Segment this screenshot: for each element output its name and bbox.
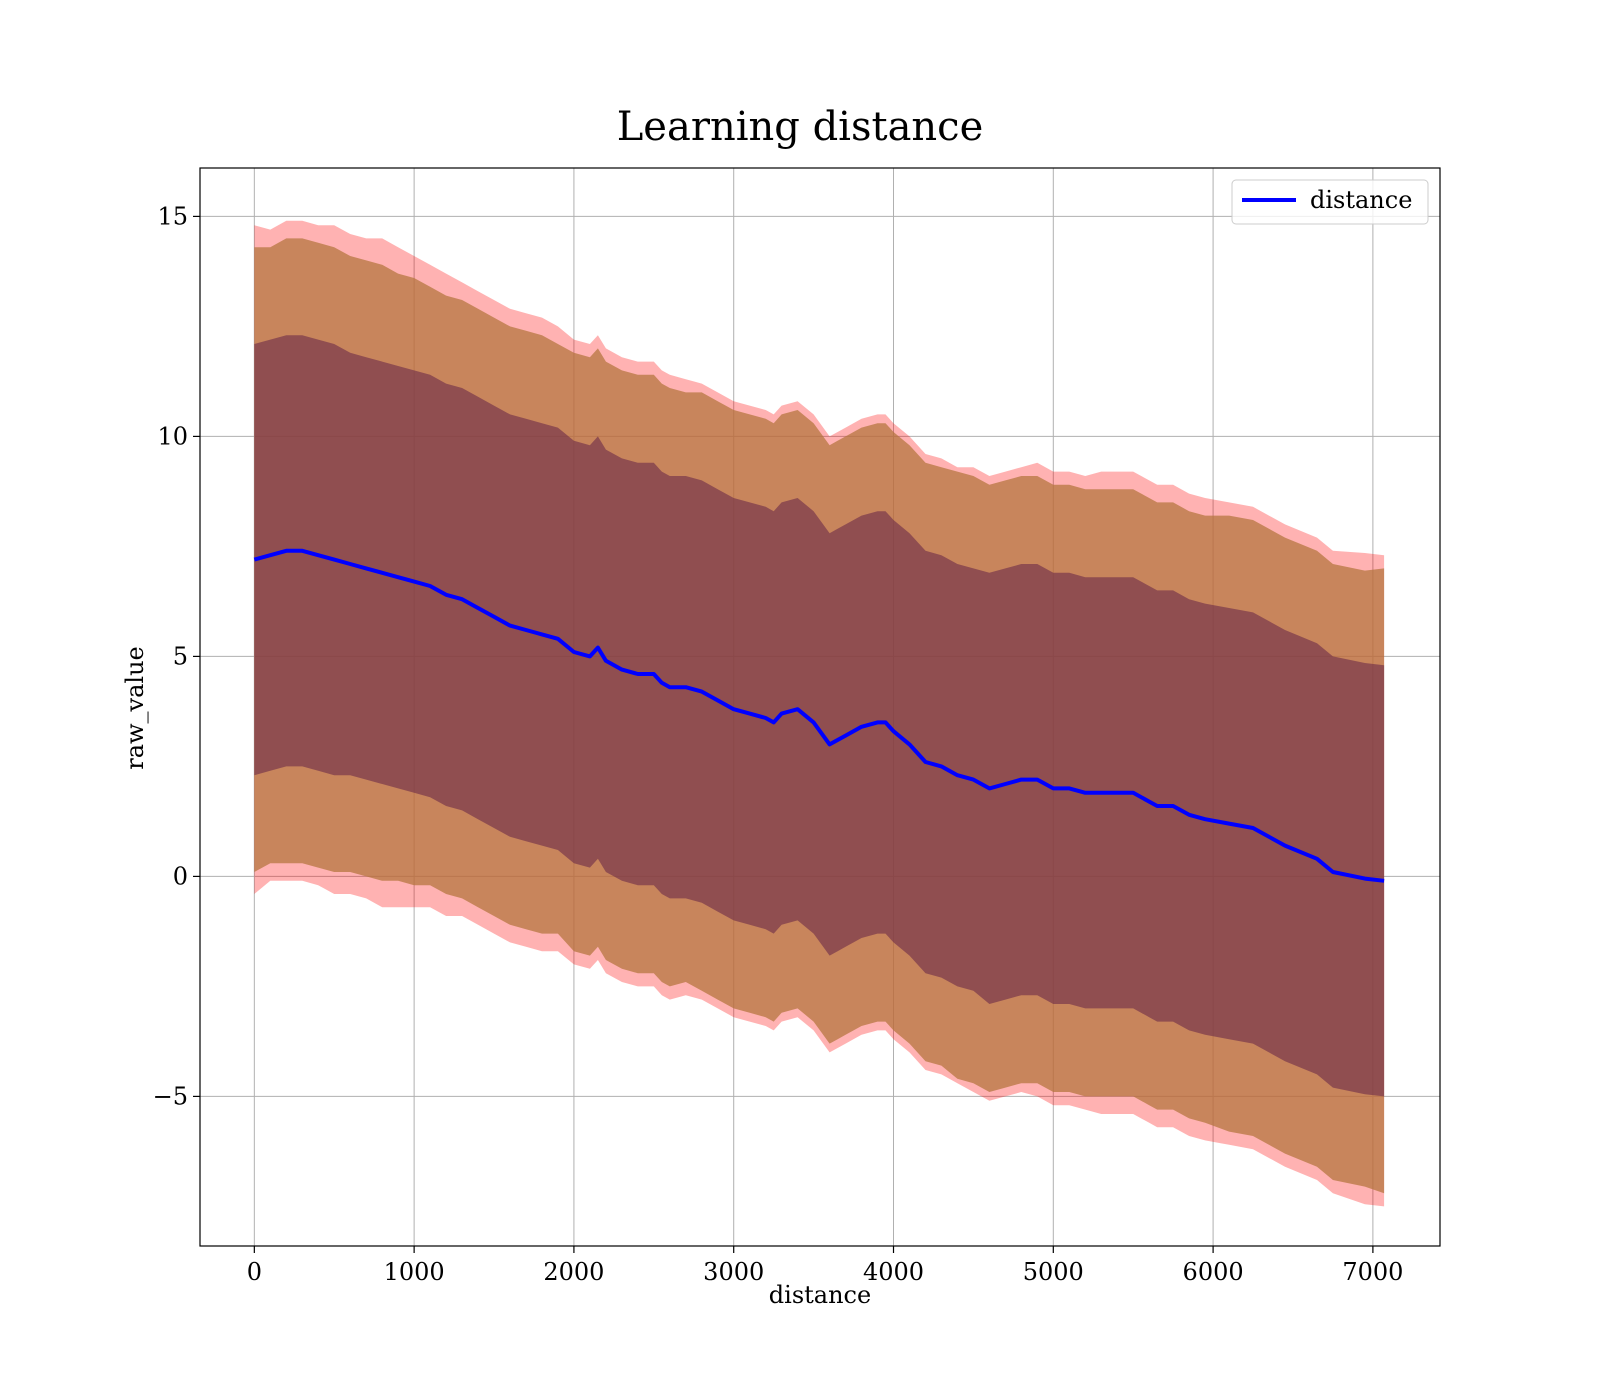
x-axis-label: distance <box>769 1281 871 1309</box>
x-tick-label: 0 <box>247 1258 262 1286</box>
x-tick-label: 7000 <box>1342 1258 1403 1286</box>
x-axis-ticks: 0 1000 2000 3000 4000 5000 6000 7000 <box>247 1246 1403 1286</box>
y-tick-label: 0 <box>173 862 188 890</box>
chart-title: Learning distance <box>617 104 984 150</box>
series-lines <box>253 548 1385 883</box>
x-tick-label: 6000 <box>1183 1258 1244 1286</box>
y-axis-ticks: −5 0 5 10 15 <box>153 202 200 1110</box>
y-tick-label: 5 <box>173 642 188 670</box>
x-tick-label: 1000 <box>384 1258 445 1286</box>
x-tick-label: 3000 <box>703 1258 764 1286</box>
band-inner <box>254 335 1385 1097</box>
y-tick-label: 15 <box>157 202 188 230</box>
x-tick-label: 5000 <box>1023 1258 1084 1286</box>
legend: distance <box>1231 179 1429 225</box>
y-tick-label: −5 <box>153 1082 188 1110</box>
y-tick-label: 10 <box>157 422 188 450</box>
x-tick-label: 4000 <box>863 1258 924 1286</box>
plot-frame <box>199 167 1441 1247</box>
x-tick-label: 2000 <box>543 1258 604 1286</box>
confidence-bands <box>254 220 1385 1207</box>
y-axis-label: raw_value <box>121 646 149 770</box>
legend-box <box>1231 179 1429 225</box>
legend-label-distance: distance <box>1310 186 1412 214</box>
series-line-distance <box>253 548 1385 883</box>
